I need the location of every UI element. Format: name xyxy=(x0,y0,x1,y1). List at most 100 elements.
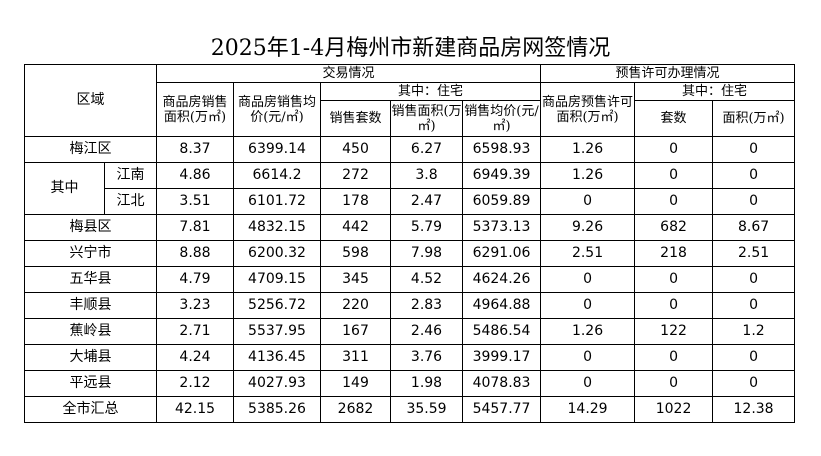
res-area-header: 销售面积(万㎡) xyxy=(390,100,463,137)
presale-header: 预售许可办理情况 xyxy=(540,64,796,83)
cell-presale-area: 14.29 xyxy=(540,396,636,423)
cell-res-price: 3999.17 xyxy=(461,344,542,371)
cell-res-price: 5486.54 xyxy=(461,318,542,345)
cell-res-price: 6949.39 xyxy=(461,162,542,189)
row-name: 江北 xyxy=(104,188,157,215)
cell-presale-res-area: 0 xyxy=(712,344,796,371)
cell-res-area: 2.46 xyxy=(390,318,463,345)
table-row: 梅江区 8.37 6399.14 450 6.27 6598.93 1.26 0… xyxy=(24,136,796,163)
residential-header: 其中：住宅 xyxy=(319,82,542,101)
cell-sales-area: 2.71 xyxy=(156,318,234,345)
cell-presale-res-area: 8.67 xyxy=(712,214,796,241)
cell-avg-price: 6200.32 xyxy=(233,240,321,267)
cell-presale-area: 0 xyxy=(540,292,636,319)
cell-res-price: 6291.06 xyxy=(461,240,542,267)
cell-res-area: 4.52 xyxy=(390,266,463,293)
cell-presale-units: 0 xyxy=(634,266,714,293)
cell-units: 178 xyxy=(320,188,391,215)
avg-price-header: 商品房销售均价(元/㎡) xyxy=(233,82,321,137)
cell-presale-units: 0 xyxy=(634,344,714,371)
table-row: 蕉岭县 2.71 5537.95 167 2.46 5486.54 1.26 1… xyxy=(24,318,796,345)
cell-res-area: 1.98 xyxy=(390,370,463,397)
cell-sales-area: 4.86 xyxy=(156,162,234,189)
cell-avg-price: 4027.93 xyxy=(233,370,321,397)
transaction-header: 交易情况 xyxy=(155,64,542,83)
cell-units: 167 xyxy=(320,318,391,345)
cell-presale-units: 0 xyxy=(634,188,714,215)
presale-area-header: 商品房预售许可面积(万㎡) xyxy=(540,82,636,137)
cell-presale-area: 0 xyxy=(540,266,636,293)
cell-res-area: 5.79 xyxy=(390,214,463,241)
cell-presale-area: 1.26 xyxy=(540,318,636,345)
cell-units: 442 xyxy=(320,214,391,241)
cell-units: 149 xyxy=(320,370,391,397)
row-name: 丰顺县 xyxy=(24,292,157,319)
cell-units: 598 xyxy=(320,240,391,267)
cell-res-price: 4964.88 xyxy=(461,292,542,319)
cell-avg-price: 4832.15 xyxy=(233,214,321,241)
cell-presale-res-area: 0 xyxy=(712,292,796,319)
row-name: 梅县区 xyxy=(24,214,157,241)
cell-res-area: 7.98 xyxy=(390,240,463,267)
cell-sales-area: 2.12 xyxy=(156,370,234,397)
cell-presale-area: 0 xyxy=(540,188,636,215)
cell-presale-units: 0 xyxy=(634,370,714,397)
cell-presale-units: 122 xyxy=(634,318,714,345)
cell-presale-units: 0 xyxy=(634,162,714,189)
row-name: 全市汇总 xyxy=(24,396,157,423)
cell-avg-price: 6101.72 xyxy=(233,188,321,215)
table-row: 丰顺县 3.23 5256.72 220 2.83 4964.88 0 0 0 xyxy=(24,292,796,319)
cell-sales-area: 8.88 xyxy=(156,240,234,267)
cell-sales-area: 3.23 xyxy=(156,292,234,319)
table-row-total: 全市汇总 42.15 5385.26 2682 35.59 5457.77 14… xyxy=(24,396,796,423)
cell-units: 220 xyxy=(320,292,391,319)
row-name: 平远县 xyxy=(24,370,157,397)
cell-sales-area: 7.81 xyxy=(156,214,234,241)
cell-units: 450 xyxy=(320,136,391,163)
cell-units: 311 xyxy=(320,344,391,371)
cell-avg-price: 4709.15 xyxy=(233,266,321,293)
row-name: 五华县 xyxy=(24,266,157,293)
cell-res-price: 4078.83 xyxy=(461,370,542,397)
cell-presale-res-area: 0 xyxy=(712,188,796,215)
presale-residential-header: 其中：住宅 xyxy=(634,82,796,101)
cell-res-area: 6.27 xyxy=(390,136,463,163)
res-units-header: 销售套数 xyxy=(320,100,391,137)
table-row: 江北 3.51 6101.72 178 2.47 6059.89 0 0 0 xyxy=(25,188,796,215)
cell-presale-area: 9.26 xyxy=(540,214,636,241)
cell-units: 2682 xyxy=(320,396,391,423)
cell-avg-price: 6399.14 xyxy=(233,136,321,163)
cell-presale-area: 0 xyxy=(540,344,636,371)
page-title: 2025年1-4月梅州市新建商品房网签情况 xyxy=(210,36,611,61)
cell-units: 272 xyxy=(320,162,391,189)
presale-res-area-header: 面积(万㎡) xyxy=(712,100,796,137)
cell-presale-res-area: 2.51 xyxy=(712,240,796,267)
cell-presale-res-area: 12.38 xyxy=(712,396,796,423)
district-header: 区域 xyxy=(24,64,157,137)
cell-avg-price: 5385.26 xyxy=(233,396,321,423)
cell-presale-units: 1022 xyxy=(634,396,714,423)
table-row: 大埔县 4.24 4136.45 311 3.76 3999.17 0 0 0 xyxy=(24,344,796,371)
cell-presale-area: 1.26 xyxy=(540,136,636,163)
cell-avg-price: 5256.72 xyxy=(233,292,321,319)
cell-sales-area: 42.15 xyxy=(156,396,234,423)
table-row: 五华县 4.79 4709.15 345 4.52 4624.26 0 0 0 xyxy=(24,266,796,293)
cell-presale-res-area: 0 xyxy=(712,162,796,189)
cell-res-price: 5373.13 xyxy=(461,214,542,241)
cell-presale-units: 218 xyxy=(634,240,714,267)
table-row: 平远县 2.12 4027.93 149 1.98 4078.83 0 0 0 xyxy=(24,370,796,397)
row-name: 江南 xyxy=(104,162,157,189)
presale-units-header: 套数 xyxy=(634,100,714,137)
cell-res-area: 3.8 xyxy=(390,162,463,189)
cell-presale-res-area: 0 xyxy=(712,136,796,163)
cell-avg-price: 5537.95 xyxy=(233,318,321,345)
table-row: 其中 江南 4.86 6614.2 272 3.8 6949.39 1.26 0… xyxy=(24,162,796,215)
table-row: 兴宁市 8.88 6200.32 598 7.98 6291.06 2.51 2… xyxy=(24,240,796,267)
sales-table: 区域 交易情况 预售许可办理情况 商品房销售面积(万㎡) 商品房销售均价(元/㎡… xyxy=(24,64,796,423)
cell-presale-area: 0 xyxy=(540,370,636,397)
sales-area-header: 商品房销售面积(万㎡) xyxy=(156,82,234,137)
of-which-label: 其中 xyxy=(24,162,105,215)
cell-presale-res-area: 0 xyxy=(712,370,796,397)
cell-presale-units: 0 xyxy=(634,136,714,163)
row-name: 梅江区 xyxy=(24,136,157,163)
